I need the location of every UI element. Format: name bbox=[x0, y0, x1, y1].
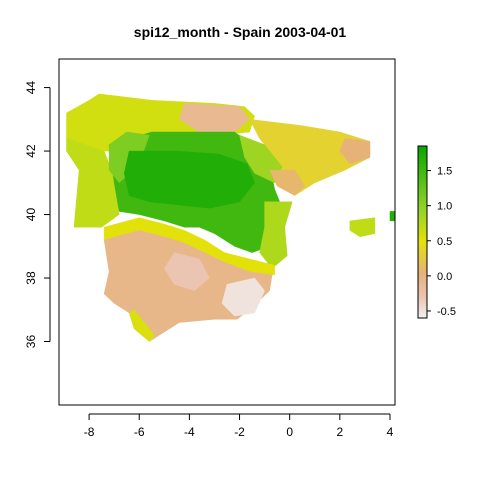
y-tick-label: 38 bbox=[24, 271, 38, 285]
legend-swatch bbox=[418, 240, 427, 244]
region-catalonia-dry bbox=[339, 138, 371, 165]
legend-swatch bbox=[418, 315, 427, 319]
legend-swatch bbox=[418, 257, 427, 262]
legend-swatch bbox=[418, 171, 427, 176]
legend-swatch bbox=[418, 197, 427, 201]
legend-swatch bbox=[418, 154, 427, 158]
legend-swatch bbox=[418, 295, 427, 299]
legend-swatch bbox=[418, 263, 427, 267]
legend-swatch bbox=[418, 280, 427, 285]
region-menorca bbox=[389, 211, 395, 222]
legend-swatch bbox=[418, 203, 427, 207]
legend-swatch bbox=[418, 269, 427, 273]
legend-swatch bbox=[418, 292, 427, 296]
plot-frame bbox=[58, 58, 396, 406]
region-central-south-dry bbox=[164, 252, 210, 291]
legend-swatch bbox=[418, 232, 427, 236]
legend-swatch bbox=[418, 249, 427, 253]
legend-swatch bbox=[418, 160, 427, 164]
x-tick-label: -4 bbox=[184, 425, 195, 439]
legend-swatch bbox=[418, 186, 427, 190]
legend-swatch bbox=[418, 183, 427, 187]
legend-swatch bbox=[418, 163, 427, 167]
y-tick-label: 44 bbox=[24, 81, 38, 95]
region-southwest-coast bbox=[128, 309, 155, 342]
legend-tick-label: 1.0 bbox=[437, 201, 452, 213]
legend-tick-label: 0.0 bbox=[437, 271, 452, 283]
legend-swatch bbox=[418, 191, 427, 196]
x-tick-label: -8 bbox=[84, 425, 95, 439]
legend-swatch bbox=[418, 297, 427, 302]
legend-swatch bbox=[418, 211, 427, 216]
legend-swatch bbox=[418, 214, 427, 219]
legend-swatch bbox=[418, 189, 427, 193]
legend-swatch bbox=[418, 177, 427, 181]
x-tick-label: 4 bbox=[387, 425, 394, 439]
plot-title: spi12_month - Spain 2003-04-01 bbox=[134, 24, 347, 40]
legend-swatch bbox=[418, 194, 427, 199]
legend-swatch bbox=[418, 309, 427, 313]
legend-swatch bbox=[418, 246, 427, 250]
y-tick-label: 36 bbox=[24, 335, 38, 349]
legend-swatch bbox=[418, 229, 427, 233]
legend-swatch bbox=[418, 283, 427, 287]
legend-swatch bbox=[418, 226, 427, 230]
legend-swatch bbox=[418, 306, 427, 310]
region-mallorca bbox=[349, 217, 376, 238]
legend-swatch bbox=[418, 206, 427, 210]
legend-swatch bbox=[418, 300, 427, 305]
y-tick-label: 42 bbox=[24, 144, 38, 158]
legend-swatch bbox=[418, 312, 427, 316]
legend-swatch bbox=[418, 234, 427, 239]
x-tick-label: -6 bbox=[134, 425, 145, 439]
legend-swatch bbox=[418, 266, 427, 270]
legend-swatch bbox=[418, 289, 427, 293]
legend-swatch bbox=[418, 174, 427, 179]
legend-swatch bbox=[418, 223, 427, 227]
x-tick-label: 2 bbox=[336, 425, 343, 439]
legend-swatch bbox=[418, 260, 427, 265]
legend-swatch bbox=[418, 146, 427, 150]
legend-swatch bbox=[418, 220, 427, 224]
region-west-galicia bbox=[66, 138, 120, 228]
legend-swatch bbox=[418, 272, 427, 276]
legend-border bbox=[417, 145, 428, 319]
x-tick-label: -2 bbox=[234, 425, 245, 439]
legend-tick-label: 1.5 bbox=[437, 166, 452, 178]
region-meseta-core bbox=[123, 150, 255, 209]
legend-swatch bbox=[418, 151, 427, 156]
legend-swatch bbox=[418, 275, 427, 279]
x-tick-label: 0 bbox=[286, 425, 293, 439]
y-tick-label: 40 bbox=[24, 208, 38, 222]
region-lleida-orange bbox=[269, 169, 305, 196]
legend-swatch bbox=[418, 254, 427, 259]
legend-swatch bbox=[418, 180, 427, 184]
legend-swatch bbox=[418, 148, 427, 153]
legend-tick-label: 0.5 bbox=[437, 236, 452, 248]
legend-swatch bbox=[418, 252, 427, 256]
legend-swatch bbox=[418, 166, 427, 170]
legend-swatch bbox=[418, 200, 427, 204]
legend-swatch bbox=[418, 217, 427, 222]
legend-swatch bbox=[418, 157, 427, 161]
legend-swatch bbox=[418, 243, 427, 247]
region-east-coast bbox=[259, 201, 293, 269]
y-axis: 36 38 40 42 44 bbox=[24, 81, 51, 349]
color-legend: 1.5 1.0 0.5 0.0 -0.5 bbox=[417, 145, 456, 319]
legend-tick-label: -0.5 bbox=[437, 306, 456, 318]
region-southeast-dry bbox=[221, 277, 265, 317]
legend-swatch bbox=[418, 237, 427, 242]
x-axis: -8 -6 -4 -2 0 2 4 bbox=[84, 413, 394, 439]
legend-swatch bbox=[418, 209, 427, 213]
legend-swatch bbox=[418, 286, 427, 290]
legend-swatch bbox=[418, 303, 427, 308]
spi-raster bbox=[66, 93, 395, 342]
legend-swatch bbox=[418, 277, 427, 282]
legend-swatch bbox=[418, 168, 427, 173]
